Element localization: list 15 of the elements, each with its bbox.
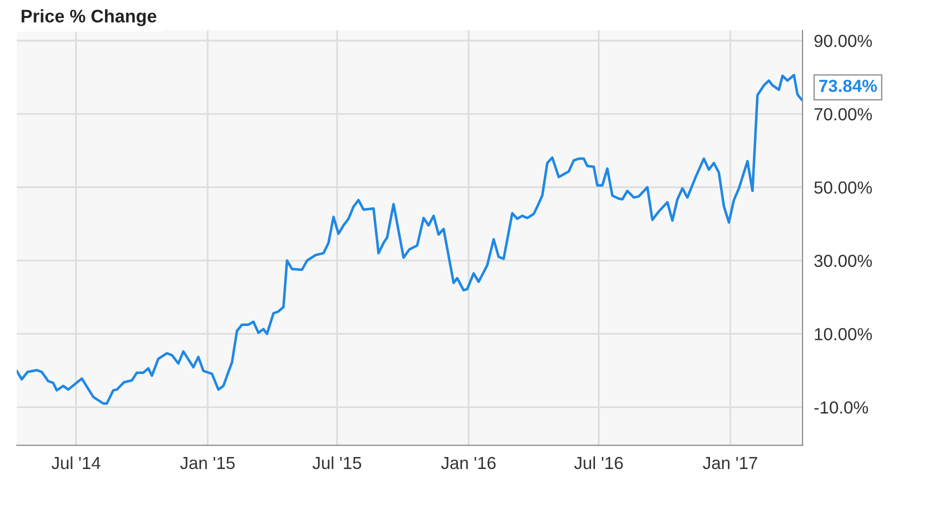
y-tick-label: 30.00% xyxy=(814,254,872,268)
chart-title: Price % Change xyxy=(22,9,156,26)
y-tick-label: 10.00% xyxy=(814,328,872,340)
annotation: 73.84% xyxy=(819,80,877,92)
y-tick-label: 90.00% xyxy=(814,34,872,48)
x-tick-label: Jan '17 xyxy=(702,457,758,470)
x-tick-label: Jan '16 xyxy=(441,456,496,470)
x-tick-label: Jul '15 xyxy=(312,456,362,470)
x-tick-label: Jul '14 xyxy=(52,456,100,470)
y-tick-label: -10.0% xyxy=(814,401,868,414)
x-tick-label: Jul '16 xyxy=(574,456,623,470)
y-tick-label: 70.00% xyxy=(814,108,872,120)
y-tick-label: 50.00% xyxy=(814,181,872,194)
x-tick-label: Jan '15 xyxy=(180,457,235,470)
line-series xyxy=(16,74,803,405)
